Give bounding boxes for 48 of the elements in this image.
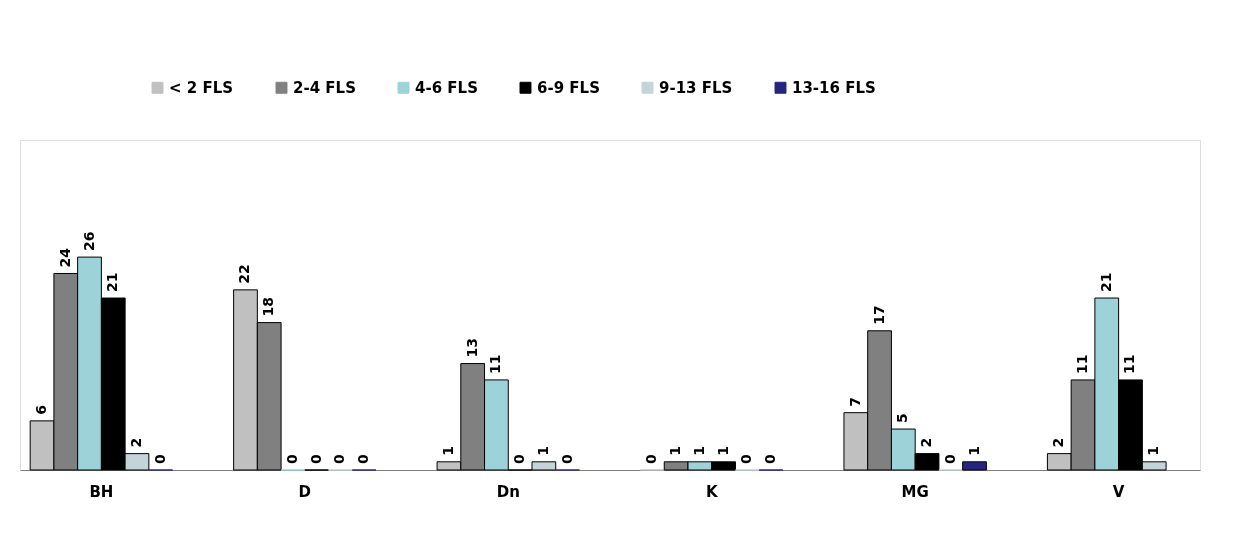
data-label: 1	[965, 446, 982, 456]
x-tick-label: V	[1112, 482, 1125, 501]
data-label: 0	[762, 454, 779, 464]
data-label: 0	[941, 454, 958, 464]
data-label: 0	[643, 454, 660, 464]
data-label: 7	[846, 396, 863, 407]
data-label: 1	[714, 446, 731, 456]
data-label: 22	[236, 264, 253, 284]
x-tick-label: BH	[89, 482, 114, 501]
data-label: 0	[558, 454, 575, 464]
x-tick-label: Dn	[496, 482, 520, 501]
x-tick-label: MG	[901, 482, 929, 501]
data-label: 2	[918, 437, 935, 448]
data-label: 1	[439, 446, 456, 456]
data-label: 17	[870, 305, 887, 325]
data-label: 18	[260, 297, 277, 317]
legend-label: 2-4 FLS	[293, 78, 356, 97]
data-label: 6	[33, 405, 50, 415]
data-label: 2	[1050, 437, 1067, 448]
data-label: 0	[331, 454, 348, 464]
legend-label: 6-9 FLS	[537, 78, 600, 97]
data-label: 0	[738, 454, 755, 464]
data-label: 1	[667, 446, 684, 456]
data-label: 1	[534, 446, 551, 456]
data-label: 2	[127, 437, 144, 448]
legend-label: 9-13 FLS	[659, 78, 733, 97]
data-label: 0	[511, 454, 528, 464]
legend-label: 13-16 FLS	[792, 78, 876, 97]
legend-label: 4-6 FLS	[415, 78, 478, 97]
data-label: 21	[104, 272, 121, 293]
legend-label: < 2 FLS	[169, 78, 234, 97]
data-label: 26	[80, 231, 97, 252]
data-label: 0	[151, 454, 168, 464]
data-label: 11	[487, 354, 504, 374]
data-label: 24	[56, 247, 73, 268]
data-label: 1	[1145, 446, 1162, 456]
x-tick-label: D	[298, 482, 312, 501]
data-label: 0	[307, 454, 324, 464]
x-tick-label: K	[705, 482, 719, 501]
data-label: 11	[1074, 354, 1091, 374]
data-label: 5	[894, 413, 911, 424]
data-label: 21	[1097, 272, 1114, 293]
data-label: 13	[463, 338, 480, 358]
data-label: 0	[355, 454, 372, 464]
data-label: 1	[690, 446, 707, 456]
data-label: 0	[283, 454, 300, 464]
bar	[962, 461, 987, 471]
data-label: 11	[1121, 354, 1138, 374]
